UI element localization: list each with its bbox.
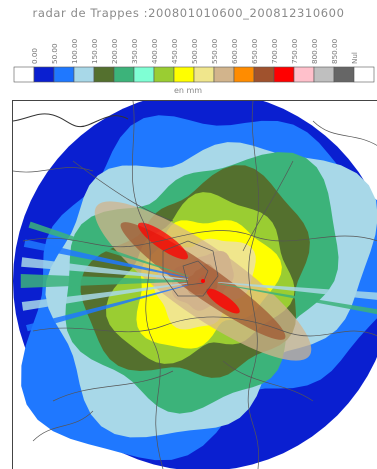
legend-tick-label: 400.00 [150, 38, 159, 64]
legend-swatch [114, 67, 134, 82]
legend-tick-label: Nul [350, 52, 359, 64]
legend-tick-label: 600.00 [230, 38, 239, 64]
legend-swatch [54, 67, 74, 82]
legend-swatch [74, 67, 94, 82]
legend-tick-label: 100.00 [70, 38, 79, 64]
legend-tick-label: 700.00 [270, 38, 279, 64]
legend-unit: en mm [174, 86, 202, 95]
legend-swatch [354, 67, 374, 82]
legend-tick-label: 150.00 [90, 38, 99, 64]
legend-tick-label: 200.00 [110, 38, 119, 64]
legend-swatch [174, 67, 194, 82]
legend-tick-label: 550.00 [210, 38, 219, 64]
map-title: radar de Trappes :200801010600_200812310… [0, 6, 377, 20]
radar-site-marker [201, 279, 205, 283]
legend-swatch [194, 67, 214, 82]
legend-tick-label: 50.00 [50, 43, 59, 64]
legend-swatch [94, 67, 114, 82]
legend-swatch [254, 67, 274, 82]
legend-tick-label: 850.00 [330, 38, 339, 64]
legend-tick-label: 450.00 [170, 38, 179, 64]
color-legend: 0.00 50.00 100.00 150.00 200.00 350.00 400.00 4… [0, 30, 377, 100]
radar-map [12, 100, 377, 469]
legend-swatch [314, 67, 334, 82]
legend-tick-label: 750.00 [290, 38, 299, 64]
legend-swatch [154, 67, 174, 82]
legend-tick-label: 800.00 [310, 38, 319, 64]
legend-labels: 0.00 50.00 100.00 150.00 200.00 350.00 400.00 4… [30, 38, 359, 64]
legend-tick-label: 350.00 [130, 38, 139, 64]
legend-tick-label: 500.00 [190, 38, 199, 64]
legend-swatch [294, 67, 314, 82]
legend-swatch [34, 67, 54, 82]
legend-swatch [274, 67, 294, 82]
legend-swatches [14, 67, 374, 82]
legend-swatch [134, 67, 154, 82]
legend-swatch [234, 67, 254, 82]
legend-tick-label: 0.00 [30, 48, 39, 64]
legend-swatch [334, 67, 354, 82]
rainfall-field [13, 101, 377, 469]
legend-swatch [14, 67, 34, 82]
legend-tick-label: 650.00 [250, 38, 259, 64]
legend-swatch [214, 67, 234, 82]
